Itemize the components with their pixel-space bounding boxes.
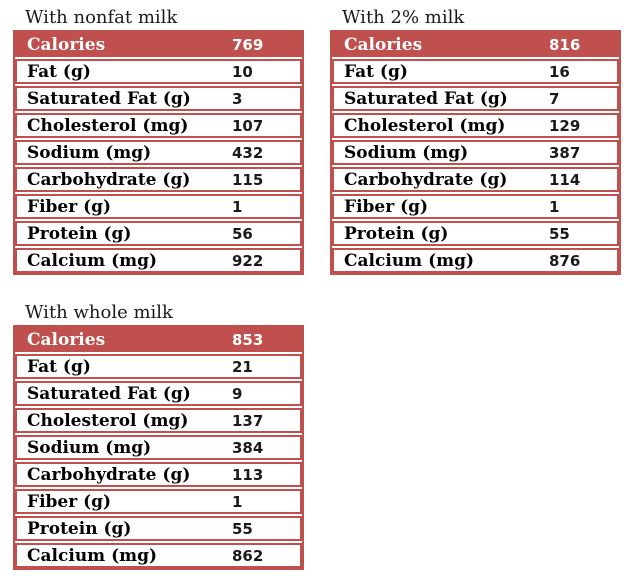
table-title: With 2% milk [342,7,465,28]
header-value: 853 [232,330,264,349]
nutrition-table-2pct-milk: With 2% milk Calories 816 Fat (g) 16 Sat… [330,5,621,275]
row-value: 3 [232,89,243,108]
table-header-row: Calories 769 [15,32,302,57]
table-title: With whole milk [25,302,173,323]
row-label: Fiber (g) [344,196,429,217]
table-row: Saturated Fat (g) 7 [332,86,619,111]
table-row: Calcium (mg) 862 [15,543,302,568]
table-row: Carbohydrate (g) 113 [15,462,302,487]
row-value: 387 [549,143,581,162]
row-label: Carbohydrate (g) [344,169,508,190]
row-label: Fat (g) [27,61,91,82]
table-row: Carbohydrate (g) 115 [15,167,302,192]
table-row: Fat (g) 16 [332,59,619,84]
header-value: 816 [549,35,581,54]
table-row: Saturated Fat (g) 3 [15,86,302,111]
row-value: 137 [232,411,264,430]
row-value: 876 [549,251,581,270]
row-label: Cholesterol (mg) [344,115,506,136]
table-row: Cholesterol (mg) 107 [15,113,302,138]
table-row: Carbohydrate (g) 114 [332,167,619,192]
row-label: Cholesterol (mg) [27,115,189,136]
row-value: 1 [232,492,243,511]
header-label: Calories [27,34,106,55]
row-label: Saturated Fat (g) [27,383,191,404]
table-row: Cholesterol (mg) 137 [15,408,302,433]
row-value: 7 [549,89,560,108]
row-value: 129 [549,116,581,135]
row-value: 10 [232,62,253,81]
row-label: Cholesterol (mg) [27,410,189,431]
table-row: Sodium (mg) 384 [15,435,302,460]
row-label: Protein (g) [27,223,132,244]
row-value: 113 [232,465,264,484]
row-value: 55 [549,224,570,243]
row-value: 56 [232,224,253,243]
table-row: Cholesterol (mg) 129 [332,113,619,138]
table-row: Protein (g) 56 [15,221,302,246]
table-row: Fiber (g) 1 [15,194,302,219]
row-label: Carbohydrate (g) [27,464,191,485]
table-row: Protein (g) 55 [332,221,619,246]
row-label: Fiber (g) [27,196,112,217]
row-value: 862 [232,546,264,565]
header-label: Calories [27,329,106,350]
row-label: Protein (g) [344,223,449,244]
row-label: Fiber (g) [27,491,112,512]
header-label: Calories [344,34,423,55]
nutrition-table-whole-milk: With whole milk Calories 853 Fat (g) 21 … [13,300,304,570]
table-header-row: Calories 816 [332,32,619,57]
row-value: 115 [232,170,264,189]
row-label: Saturated Fat (g) [27,88,191,109]
nutrition-table-nonfat-milk: With nonfat milk Calories 769 Fat (g) 10… [13,5,304,275]
table-title: With nonfat milk [25,7,178,28]
row-label: Calcium (mg) [27,545,158,566]
nutrition-table: Calories 769 Fat (g) 10 Saturated Fat (g… [13,30,304,275]
table-row: Fat (g) 21 [15,354,302,379]
table-header-row: Calories 853 [15,327,302,352]
row-value: 384 [232,438,264,457]
header-value: 769 [232,35,264,54]
row-value: 107 [232,116,264,135]
table-row: Fiber (g) 1 [332,194,619,219]
row-value: 1 [549,197,560,216]
row-label: Sodium (mg) [344,142,469,163]
row-label: Carbohydrate (g) [27,169,191,190]
row-value: 432 [232,143,264,162]
row-value: 21 [232,357,253,376]
row-label: Sodium (mg) [27,437,152,458]
nutrition-table: Calories 853 Fat (g) 21 Saturated Fat (g… [13,325,304,570]
row-value: 1 [232,197,243,216]
row-value: 55 [232,519,253,538]
table-row: Protein (g) 55 [15,516,302,541]
table-row: Fat (g) 10 [15,59,302,84]
row-value: 9 [232,384,243,403]
row-label: Saturated Fat (g) [344,88,508,109]
row-label: Fat (g) [344,61,408,82]
row-label: Fat (g) [27,356,91,377]
row-value: 922 [232,251,264,270]
row-label: Calcium (mg) [27,250,158,271]
row-value: 16 [549,62,570,81]
table-row: Saturated Fat (g) 9 [15,381,302,406]
row-label: Sodium (mg) [27,142,152,163]
nutrition-table: Calories 816 Fat (g) 16 Saturated Fat (g… [330,30,621,275]
table-row: Calcium (mg) 876 [332,248,619,273]
row-label: Calcium (mg) [344,250,475,271]
table-row: Fiber (g) 1 [15,489,302,514]
table-row: Sodium (mg) 432 [15,140,302,165]
table-row: Calcium (mg) 922 [15,248,302,273]
table-row: Sodium (mg) 387 [332,140,619,165]
row-label: Protein (g) [27,518,132,539]
row-value: 114 [549,170,581,189]
